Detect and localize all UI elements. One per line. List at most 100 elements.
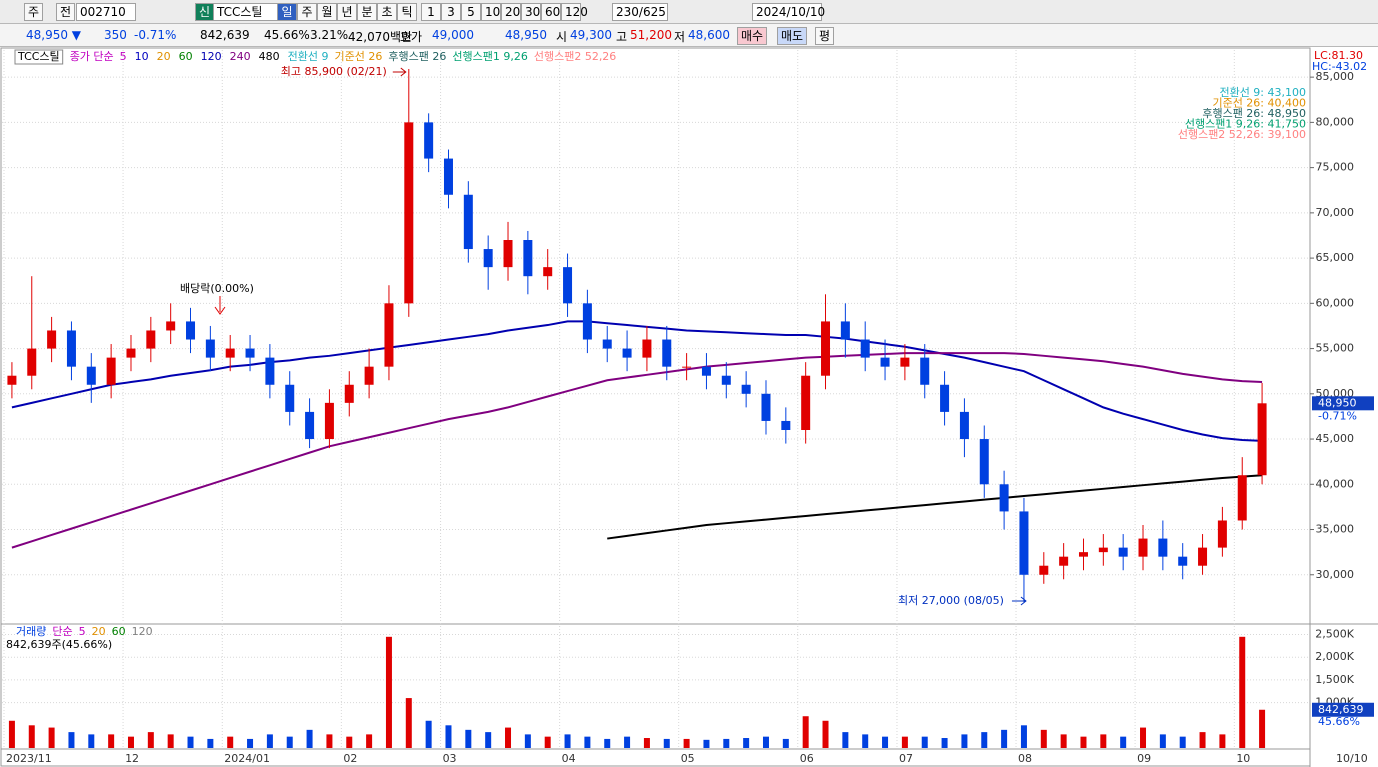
volume-bar: [266, 734, 273, 748]
badge: 신: [195, 3, 215, 21]
price: 48,950 ▼: [26, 28, 82, 42]
frame: [0, 47, 1311, 767]
volume-bar: [465, 729, 472, 748]
period-button[interactable]: 주: [297, 3, 317, 21]
code-input[interactable]: 002710: [76, 3, 136, 21]
x-end-label: 10/10: [1336, 752, 1368, 765]
candle-body: [106, 357, 116, 385]
candle-body: [265, 357, 275, 385]
period-button[interactable]: 1: [421, 3, 441, 21]
period-button[interactable]: 30: [521, 3, 541, 21]
volume-bar: [584, 736, 591, 748]
candle-body: [225, 348, 235, 358]
volume-bar: [1179, 736, 1186, 748]
ichimoku-value: 전환선 9: 43,100: [1219, 86, 1306, 99]
candle-body: [999, 484, 1009, 512]
open: 49,300: [570, 28, 612, 42]
volume-legend: 60: [112, 625, 126, 638]
x-tick-label: 05: [681, 752, 695, 765]
last-price: 48,950: [1318, 396, 1357, 409]
buy-button[interactable]: 매수: [737, 27, 768, 45]
last-volume-pct: 45.66%: [1318, 715, 1360, 728]
volume-bar: [227, 736, 234, 748]
period-button[interactable]: 120: [561, 3, 588, 21]
volume-bar: [1219, 734, 1226, 748]
volume-bar: [981, 732, 988, 748]
volume-bar: [485, 732, 492, 748]
ichimoku-value: 후행스팬 26: 48,950: [1202, 107, 1306, 120]
period-button[interactable]: 틱: [397, 3, 417, 21]
turnover: 3.21%: [310, 28, 349, 42]
volume-bar: [1199, 732, 1206, 748]
date-input[interactable]: 2024/10/10: [752, 3, 825, 21]
ma-line: [11, 352, 1263, 549]
volume-bar: [425, 720, 432, 748]
period-button[interactable]: 3: [441, 3, 461, 21]
candle-body: [1237, 475, 1247, 521]
period-button[interactable]: 월: [317, 3, 337, 21]
candle-body: [1039, 565, 1049, 575]
period-button[interactable]: 년: [337, 3, 357, 21]
quote-bar: 48,950 ▼ 350 -0.71% 842,639 45.66% 3.21%…: [0, 24, 1378, 47]
candle-body: [146, 330, 156, 349]
candle-body: [860, 339, 870, 358]
volume-bar: [346, 736, 353, 748]
legend-box: [14, 49, 64, 65]
x-tick-label: 06: [800, 752, 814, 765]
candle-body: [523, 240, 533, 277]
market-select[interactable]: 주: [24, 3, 44, 21]
volume-bar: [921, 736, 928, 748]
candle-body: [424, 122, 434, 159]
ask: 48,950: [505, 28, 547, 42]
period-button[interactable]: 초: [377, 3, 397, 21]
y-tick-label: 65,000: [1316, 251, 1355, 264]
prefix-button[interactable]: 전: [56, 3, 76, 21]
last-volume-box: [1312, 702, 1374, 717]
sell-button[interactable]: 매도: [777, 27, 808, 45]
candle-body: [821, 321, 831, 376]
lc-label: LC:81.30: [1314, 49, 1363, 62]
legend-entry: 선행스팬2 52,26: [534, 50, 616, 63]
period-button[interactable]: 60: [541, 3, 561, 21]
volume-bar: [366, 734, 373, 748]
toolbar: 주 전 002710 신 TCC스틸 일 주 월 년 분 초 틱 1 3 5 10 20 30 60 120…: [0, 0, 1378, 24]
volume-bar: [326, 734, 333, 748]
volume-bar: [88, 734, 95, 748]
volume-bar: [782, 738, 789, 748]
legend-entry: 후행스팬 26: [388, 50, 446, 63]
x-tick-label: 2024/01: [224, 752, 270, 765]
candle-body: [642, 339, 652, 358]
legend-stock: TCC스틸: [17, 50, 60, 63]
y-tick-label: 45,000: [1316, 432, 1355, 445]
volume-bar: [1259, 709, 1266, 748]
volume-bar: [802, 716, 809, 748]
volume-bar: [445, 725, 452, 748]
volume-bar: [643, 738, 650, 748]
y-tick-label: 30,000: [1316, 568, 1355, 581]
change-pct: -0.71%: [134, 28, 177, 42]
volume-bar: [624, 736, 631, 748]
x-tick-label: 07: [899, 752, 913, 765]
period-button[interactable]: 10: [481, 3, 501, 21]
candle-body: [86, 366, 96, 385]
candle-body: [1019, 511, 1029, 575]
volume-bar: [882, 736, 889, 748]
period-button[interactable]: 일: [277, 3, 297, 21]
period-button[interactable]: 20: [501, 3, 521, 21]
eval-button[interactable]: 평: [815, 27, 835, 45]
period-button[interactable]: 5: [461, 3, 481, 21]
volume-bar: [306, 729, 313, 748]
volume-legend: 5: [79, 625, 86, 638]
period-button[interactable]: 분: [357, 3, 377, 21]
x-tick-label: 04: [562, 752, 576, 765]
last-change: -0.71%: [1318, 409, 1357, 422]
stock-name[interactable]: TCC스틸: [213, 3, 279, 21]
hc-label: HC:-43.02: [1312, 60, 1367, 73]
volume-bar: [1140, 727, 1147, 748]
volume-bar: [68, 732, 75, 748]
candle-body: [364, 366, 374, 385]
count-input[interactable]: 230/625: [612, 3, 668, 21]
volume-bar: [901, 736, 908, 748]
volume-bar: [544, 736, 551, 748]
